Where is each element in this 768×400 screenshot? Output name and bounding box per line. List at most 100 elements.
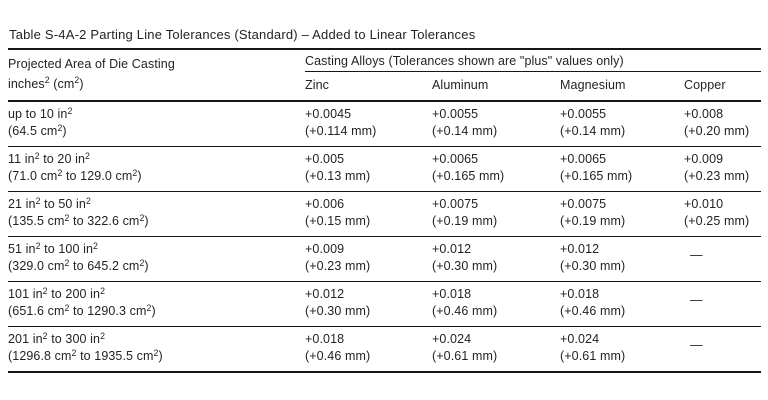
area-column-header: Projected Area of Die Casting inches2 (c… (8, 50, 305, 100)
area-cm: (329.0 cm2 to 645.2 cm2) (8, 257, 149, 273)
tolerance-mm: (+0.23 mm) (684, 169, 750, 183)
no-value-dash: — (690, 248, 703, 262)
tolerance-inch: +0.0075 (432, 197, 479, 211)
table-row: 201 in2 to 300 in2 (1296.8 cm2 to 1935.5 … (8, 326, 761, 371)
tolerance-inch: +0.009 (684, 152, 724, 166)
no-value-dash: — (690, 338, 703, 352)
tolerance-mm: (+0.15 mm) (305, 214, 371, 228)
tolerance-table-document: Table S-4A-2 Parting Line Tolerances (St… (8, 27, 761, 373)
area-inches: 201 in2 to 300 in2 (8, 330, 106, 346)
column-header-magnesium: Magnesium (560, 78, 626, 92)
value-cell-magnesium: +0.0065 (+0.165 mm) (560, 151, 684, 185)
tolerance-inch: +0.0055 (560, 107, 607, 121)
value-cell-magnesium: +0.012 (+0.30 mm) (560, 241, 684, 275)
alloys-group-label: Casting Alloys (Tolerances shown are "pl… (305, 50, 761, 72)
tolerance-mm: (+0.46 mm) (560, 304, 626, 318)
tolerance-mm: (+0.19 mm) (560, 214, 626, 228)
table-row: 101 in2 to 200 in2 (651.6 cm2 to 1290.3 c… (8, 281, 761, 326)
tolerance-mm: (+0.165 mm) (560, 169, 633, 183)
tolerance-mm: (+0.61 mm) (560, 349, 626, 363)
tolerance-mm: (+0.20 mm) (684, 124, 750, 138)
table-title: Table S-4A-2 Parting Line Tolerances (St… (9, 27, 476, 42)
area-cell: 21 in2 to 50 in2 (135.5 cm2 to 322.6 cm2) (8, 196, 305, 230)
area-cm: (135.5 cm2 to 322.6 cm2) (8, 212, 149, 228)
value-cell-aluminum: +0.0075 (+0.19 mm) (432, 196, 560, 230)
tolerance-mm: (+0.114 mm) (305, 124, 377, 138)
value-cell-zinc: +0.006 (+0.15 mm) (305, 196, 432, 230)
value-cell-copper: — (684, 241, 761, 275)
table-row: up to 10 in2 (64.5 cm2) +0.0045 (+0.114 mm)… (8, 102, 761, 146)
value-cell-magnesium: +0.024 (+0.61 mm) (560, 331, 684, 365)
table-row: 21 in2 to 50 in2 (135.5 cm2 to 322.6 cm2)… (8, 191, 761, 236)
value-cell-magnesium: +0.0055 (+0.14 mm) (560, 106, 684, 140)
area-inches: up to 10 in2 (8, 105, 73, 121)
value-cell-aluminum: +0.018 (+0.46 mm) (432, 286, 560, 320)
column-header-copper: Copper (684, 78, 726, 92)
tolerance-inch: +0.0045 (305, 107, 352, 121)
value-cell-magnesium: +0.018 (+0.46 mm) (560, 286, 684, 320)
area-cell: 201 in2 to 300 in2 (1296.8 cm2 to 1935.5 … (8, 331, 305, 365)
tolerance-inch: +0.018 (305, 332, 345, 346)
area-cm: (651.6 cm2 to 1290.3 cm2) (8, 302, 156, 318)
tolerance-table: Projected Area of Die Casting inches2 (c… (8, 48, 761, 373)
tolerance-inch: +0.012 (432, 242, 472, 256)
area-header-line1: Projected Area of Die Casting (8, 57, 175, 71)
tolerance-mm: (+0.13 mm) (305, 169, 371, 183)
value-cell-aluminum: +0.012 (+0.30 mm) (432, 241, 560, 275)
value-cell-copper: +0.010 (+0.25 mm) (684, 196, 761, 230)
tolerance-inch: +0.0075 (560, 197, 607, 211)
area-inches: 21 in2 to 50 in2 (8, 195, 91, 211)
tolerance-inch: +0.0065 (560, 152, 607, 166)
tolerance-mm: (+0.14 mm) (432, 124, 498, 138)
value-cell-aluminum: +0.0065 (+0.165 mm) (432, 151, 560, 185)
tolerance-inch: +0.005 (305, 152, 345, 166)
area-cell: 101 in2 to 200 in2 (651.6 cm2 to 1290.3 c… (8, 286, 305, 320)
tolerance-inch: +0.0055 (432, 107, 479, 121)
tolerance-mm: (+0.25 mm) (684, 214, 750, 228)
tolerance-inch: +0.012 (305, 287, 345, 301)
value-cell-copper: — (684, 286, 761, 320)
tolerance-inch: +0.0065 (432, 152, 479, 166)
tolerance-inch: +0.018 (432, 287, 472, 301)
area-cm: (71.0 cm2 to 129.0 cm2) (8, 167, 142, 183)
area-cm: (64.5 cm2) (8, 122, 67, 138)
value-cell-zinc: +0.009 (+0.23 mm) (305, 241, 432, 275)
area-cell: up to 10 in2 (64.5 cm2) (8, 106, 305, 140)
value-cell-copper: +0.008 (+0.20 mm) (684, 106, 761, 140)
value-cell-zinc: +0.005 (+0.13 mm) (305, 151, 432, 185)
table-row: 51 in2 to 100 in2 (329.0 cm2 to 645.2 cm2… (8, 236, 761, 281)
area-cell: 11 in2 to 20 in2 (71.0 cm2 to 129.0 cm2) (8, 151, 305, 185)
area-inches: 51 in2 to 100 in2 (8, 240, 98, 256)
value-cell-zinc: +0.018 (+0.46 mm) (305, 331, 432, 365)
tolerance-inch: +0.006 (305, 197, 345, 211)
value-cell-zinc: +0.012 (+0.30 mm) (305, 286, 432, 320)
table-row: 11 in2 to 20 in2 (71.0 cm2 to 129.0 cm2) +… (8, 146, 761, 191)
tolerance-mm: (+0.30 mm) (305, 304, 371, 318)
area-inches: 11 in2 to 20 in2 (8, 150, 91, 166)
tolerance-mm: (+0.14 mm) (560, 124, 626, 138)
tolerance-mm: (+0.30 mm) (432, 259, 498, 273)
tolerance-inch: +0.012 (560, 242, 600, 256)
area-cm: (1296.8 cm2 to 1935.5 cm2) (8, 347, 163, 363)
value-cell-copper: — (684, 331, 761, 365)
tolerance-mm: (+0.23 mm) (305, 259, 371, 273)
tolerance-mm: (+0.19 mm) (432, 214, 498, 228)
value-cell-aluminum: +0.0055 (+0.14 mm) (432, 106, 560, 140)
no-value-dash: — (690, 293, 703, 307)
tolerance-mm: (+0.46 mm) (305, 349, 371, 363)
value-cell-zinc: +0.0045 (+0.114 mm) (305, 106, 432, 140)
value-cell-copper: +0.009 (+0.23 mm) (684, 151, 761, 185)
tolerance-inch: +0.010 (684, 197, 724, 211)
area-header-line2: inches2 (cm2) (8, 75, 84, 91)
area-inches: 101 in2 to 200 in2 (8, 285, 106, 301)
alloys-group-header: Casting Alloys (Tolerances shown are "pl… (305, 50, 761, 100)
table-header: Projected Area of Die Casting inches2 (c… (8, 50, 761, 102)
tolerance-mm: (+0.46 mm) (432, 304, 498, 318)
tolerance-mm: (+0.30 mm) (560, 259, 626, 273)
value-cell-aluminum: +0.024 (+0.61 mm) (432, 331, 560, 365)
table-body: up to 10 in2 (64.5 cm2) +0.0045 (+0.114 mm)… (8, 102, 761, 371)
tolerance-inch: +0.024 (560, 332, 600, 346)
value-cell-magnesium: +0.0075 (+0.19 mm) (560, 196, 684, 230)
tolerance-inch: +0.008 (684, 107, 724, 121)
